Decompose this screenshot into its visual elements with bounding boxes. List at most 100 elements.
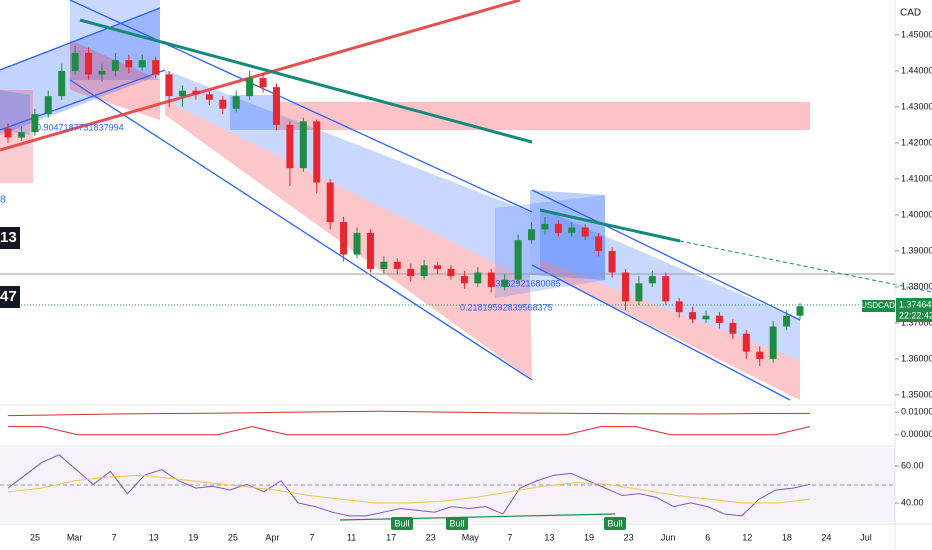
x-tick-label: 11 [347, 532, 356, 542]
candle-body [165, 74, 173, 97]
candle-body [742, 333, 750, 352]
candle-body [581, 227, 589, 237]
fib-label: 0.9047187731837994 [36, 122, 124, 132]
signal-label: Bull [394, 518, 409, 528]
candle-body [783, 315, 791, 327]
channel-zone [495, 195, 605, 298]
candle-body [769, 326, 777, 359]
y-tick-label: 60.00 [901, 460, 924, 470]
x-tick-label: 12 [742, 532, 752, 542]
left-badge [0, 227, 20, 249]
channel-zone [70, 0, 160, 80]
countdown: 22:22:42 [899, 310, 932, 320]
y-tick-label: 1.36000 [901, 353, 932, 363]
signal-label: Bull [449, 518, 464, 528]
candle-body [662, 276, 670, 302]
candle-body [313, 121, 321, 183]
y-tick-label: 40.00 [901, 497, 924, 507]
signals: Bull Bull Bull [391, 517, 626, 530]
x-tick-label: Mar [67, 532, 83, 542]
candle-body [528, 229, 536, 241]
channel-zone [0, 8, 160, 135]
trend-line [0, 0, 521, 152]
candle-body [554, 223, 562, 233]
channel-zone [165, 100, 532, 380]
candle-body [58, 70, 66, 97]
currency-label: CAD [900, 8, 921, 19]
symbol-badge [862, 300, 895, 312]
candle-body [111, 60, 119, 71]
x-tick-label: Apr [265, 532, 279, 542]
candle-body [420, 265, 428, 277]
candle-body [232, 96, 240, 109]
candle-body [715, 315, 723, 323]
candle-body [648, 276, 656, 284]
signal-label: Bull [607, 518, 622, 528]
x-tick-label: May [462, 532, 480, 542]
candle-body [17, 132, 25, 138]
candle-body [541, 223, 549, 230]
candle-body [152, 60, 160, 75]
candle-body [219, 99, 227, 109]
channel-zone [540, 208, 800, 360]
channel-line [531, 264, 791, 401]
symbol-label: USDCAD [861, 301, 895, 310]
candle-body [756, 351, 764, 359]
x-tick-label: 23 [426, 532, 436, 542]
y-tick-label: 1.44000 [901, 65, 932, 75]
resistance-zone [280, 102, 810, 130]
candle-body [568, 227, 576, 233]
fib-label: 0.21819592839568375 [460, 302, 553, 312]
y-tick-label: 1.42000 [901, 137, 932, 147]
candle-body [353, 232, 361, 255]
price-badges: USDCAD 1.37464 22:22:42 [861, 298, 932, 322]
trend-line [679, 240, 932, 293]
y-tick-label: 1.39000 [901, 245, 932, 255]
channel-line [0, 7, 161, 71]
trend-line [79, 18, 533, 144]
candle-body [366, 232, 374, 269]
candle-body [71, 52, 79, 71]
candle-body [702, 315, 710, 320]
candle-body [608, 250, 616, 273]
channel-zone [165, 70, 530, 280]
candle-body [299, 121, 307, 169]
left-label: 13 [0, 229, 17, 246]
candle-body [44, 96, 52, 115]
x-tick-label: 19 [584, 532, 594, 542]
candle-body [380, 261, 388, 269]
y-tick-label: 1.41000 [901, 173, 932, 183]
candle-body [407, 268, 415, 277]
candle-body [340, 222, 348, 255]
candle-body [259, 78, 267, 88]
signal-badge [446, 517, 468, 530]
trend-line [539, 208, 681, 243]
y-tick-label: 1.35000 [901, 389, 932, 399]
x-tick-label: 7 [507, 532, 512, 542]
y-tick-label: 1.38000 [901, 281, 932, 291]
candle-body [796, 306, 804, 316]
left-label: 8 [0, 195, 6, 206]
candle-body [246, 78, 254, 97]
x-tick-label: 13 [544, 532, 554, 542]
plot [4, 45, 811, 517]
left-badge [0, 286, 20, 308]
channel-zone [230, 95, 280, 130]
indicator-line [8, 426, 811, 436]
channel-zone [540, 260, 800, 400]
candle-body [192, 90, 200, 95]
candle-body [621, 272, 629, 302]
x-tick-label: 24 [821, 532, 831, 542]
fib-label: 1.3782921680085 [488, 278, 561, 288]
candle-body [138, 60, 146, 68]
candle-body [179, 90, 187, 97]
channel-line [0, 69, 166, 131]
channel-zone [0, 90, 33, 183]
candle-body [635, 283, 643, 302]
candle-body [393, 261, 401, 269]
candle-body [98, 70, 106, 75]
price-badge [896, 298, 932, 322]
y-tick-label: 1.45000 [901, 29, 932, 39]
